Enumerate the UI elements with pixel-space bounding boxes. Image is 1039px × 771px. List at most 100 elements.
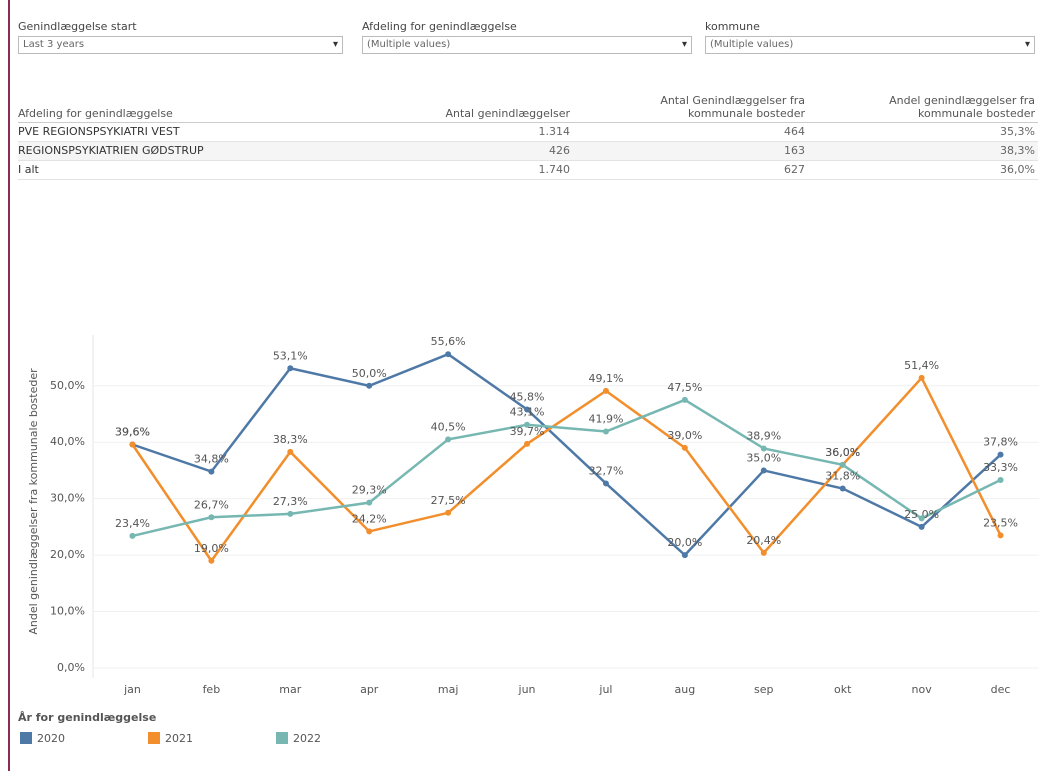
legend-swatch xyxy=(276,732,288,744)
legend-label: 2020 xyxy=(37,732,65,745)
data-point xyxy=(918,374,925,381)
filter[interactable]: kommune (Multiple values) xyxy=(705,20,1035,54)
data-label: 23,5% xyxy=(983,516,1018,529)
data-point xyxy=(208,514,215,521)
data-label: 35,0% xyxy=(746,451,781,464)
table-cell: Antal Genindlæggelser fra kommunale bost… xyxy=(660,94,805,120)
x-tick-label: jul xyxy=(598,683,612,696)
data-point xyxy=(760,467,767,474)
data-label: 43,1% xyxy=(510,406,545,419)
data-label: 32,7% xyxy=(588,464,623,477)
data-point xyxy=(208,468,215,475)
x-tick-label: okt xyxy=(834,683,852,696)
table-row: REGIONSPSYKIATRIEN GØDSTRUP 426 163 38,3% xyxy=(18,142,1038,161)
data-point xyxy=(445,351,452,358)
filter-dropdown[interactable]: Last 3 years xyxy=(18,36,343,54)
data-point xyxy=(287,510,294,517)
data-label: 34,8% xyxy=(194,453,229,466)
data-label: 27,3% xyxy=(273,495,308,508)
data-label: 37,8% xyxy=(983,436,1018,449)
data-label: 39,0% xyxy=(667,429,702,442)
data-point xyxy=(997,532,1004,539)
legend-label: 2022 xyxy=(293,732,321,745)
filter-label: kommune xyxy=(705,20,760,33)
data-label: 39,6% xyxy=(115,425,150,438)
data-label: 31,8% xyxy=(825,470,860,483)
line-series xyxy=(132,398,1002,538)
table-cell: REGIONSPSYKIATRIEN GØDSTRUP xyxy=(18,144,204,157)
data-label: 49,1% xyxy=(588,372,623,385)
table-cell: 36,0% xyxy=(1000,163,1035,176)
legend-swatch xyxy=(148,732,160,744)
table-row: PVE REGIONSPSYKIATRI VEST 1.314 464 35,3% xyxy=(18,123,1038,142)
data-point xyxy=(366,382,373,389)
data-label: 23,4% xyxy=(115,517,150,530)
data-point xyxy=(918,523,925,530)
data-point xyxy=(602,480,609,487)
data-point xyxy=(997,451,1004,458)
filter-dropdown[interactable]: (Multiple values) xyxy=(362,36,692,54)
data-label: 41,9% xyxy=(588,413,623,426)
filter-label: Genindlæggelse start xyxy=(18,20,137,33)
data-label: 33,3% xyxy=(983,461,1018,474)
table-cell: 426 xyxy=(549,144,570,157)
data-point xyxy=(918,515,925,522)
y-tick-label: 20,0% xyxy=(50,548,85,561)
data-label: 24,2% xyxy=(352,512,387,525)
data-point xyxy=(997,477,1004,484)
x-tick-label: apr xyxy=(360,683,379,696)
data-point xyxy=(760,445,767,452)
data-point xyxy=(524,440,531,447)
table-cell: 35,3% xyxy=(1000,125,1035,138)
data-point xyxy=(602,387,609,394)
table-cell: 38,3% xyxy=(1000,144,1035,157)
table-cell: PVE REGIONSPSYKIATRI VEST xyxy=(18,125,180,138)
data-point xyxy=(445,436,452,443)
data-point xyxy=(287,365,294,372)
data-label: 36,0% xyxy=(825,446,860,459)
table-cell: Andel genindlæggelser fra kommunale bost… xyxy=(889,94,1035,120)
data-point xyxy=(602,428,609,435)
filter-dropdown[interactable]: (Multiple values) xyxy=(705,36,1035,54)
data-label: 55,6% xyxy=(431,335,466,348)
data-label: 45,8% xyxy=(510,391,545,404)
data-label: 50,0% xyxy=(352,367,387,380)
data-point xyxy=(839,461,846,468)
data-point xyxy=(524,421,531,428)
legend-title: År for genindlæggelse xyxy=(18,711,156,724)
table: Afdeling for genindlæggelse Antal genindl… xyxy=(18,82,1038,180)
y-tick-label: 0,0% xyxy=(57,661,85,674)
data-point xyxy=(129,532,136,539)
y-tick-label: 10,0% xyxy=(50,605,85,618)
filter[interactable]: Afdeling for genindlæggelse (Multiple va… xyxy=(362,20,692,54)
table-row: Afdeling for genindlæggelse Antal genindl… xyxy=(18,82,1038,123)
x-tick-label: nov xyxy=(912,683,933,696)
data-label: 36,0% xyxy=(825,446,860,459)
data-point xyxy=(445,509,452,516)
x-tick-label: jun xyxy=(518,683,536,696)
data-point xyxy=(287,448,294,455)
y-tick-label: 50,0% xyxy=(50,379,85,392)
line-series xyxy=(132,352,1002,557)
data-point xyxy=(760,549,767,556)
data-label: 40,5% xyxy=(431,420,466,433)
table-cell: Afdeling for genindlæggelse xyxy=(18,107,173,120)
data-point xyxy=(681,552,688,559)
y-axis-title: Andel genindlæggelser fra kommunale bost… xyxy=(27,368,40,635)
data-label: 25,0% xyxy=(904,508,939,521)
line-series xyxy=(131,375,1002,563)
left-border xyxy=(8,0,10,771)
filter[interactable]: Genindlæggelse start Last 3 years xyxy=(18,20,343,54)
data-point xyxy=(208,557,215,564)
data-label: 29,3% xyxy=(352,484,387,497)
data-label: 20,4% xyxy=(746,534,781,547)
legend-label: 2021 xyxy=(165,732,193,745)
x-tick-label: mar xyxy=(279,683,301,696)
data-label: 39,7% xyxy=(510,425,545,438)
x-tick-label: dec xyxy=(991,683,1011,696)
table-cell: 464 xyxy=(784,125,805,138)
x-tick-label: feb xyxy=(203,683,221,696)
data-point xyxy=(524,406,531,413)
data-point xyxy=(839,485,846,492)
